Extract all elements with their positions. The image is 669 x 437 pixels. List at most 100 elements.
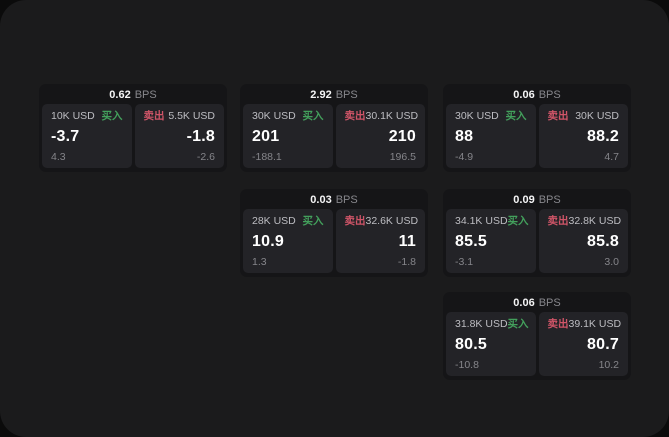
sell-panel[interactable]: 卖出 39.1K USD 80.7 10.2 [538, 312, 628, 376]
sell-side-tag: 卖出 [547, 215, 569, 227]
sell-side-tag: 卖出 [547, 318, 569, 330]
buy-panel-top: 31.8K USD 买入 [455, 318, 529, 330]
quote-panels: 31.8K USD 买入 80.5 -10.8 卖出 39.1K USD 80.… [446, 312, 628, 376]
buy-panel-top: 10K USD 买入 [51, 111, 123, 122]
quote-card: 2.92 BPS 30K USD 买入 201 -188.1 卖出 30.1K … [240, 84, 428, 172]
sell-panel[interactable]: 卖出 5.5K USD -1.8 -2.6 [134, 104, 224, 168]
bps-unit-label: BPS [335, 194, 358, 206]
card-header: 2.92 BPS [243, 86, 425, 104]
buy-side-tag: 买入 [507, 318, 529, 330]
buy-price: 10.9 [252, 232, 284, 250]
bps-value: 0.62 [109, 89, 131, 101]
sell-price: 210 [388, 127, 416, 145]
buy-panel-top: 30K USD 买入 [455, 111, 527, 122]
buy-amount: 34.1K USD [455, 215, 508, 227]
bps-value: 2.92 [310, 89, 332, 101]
sell-amount: 30.1K USD [365, 110, 419, 122]
buy-delta: -188.1 [252, 150, 282, 163]
buy-price: -3.7 [51, 127, 80, 145]
bps-unit-label: BPS [538, 89, 561, 101]
sell-amount: 30K USD [575, 110, 619, 122]
quote-panels: 30K USD 买入 201 -188.1 卖出 30.1K USD 210 1… [243, 104, 425, 168]
sell-panel-top: 卖出 30K USD [548, 111, 620, 122]
buy-amount: 30K USD [252, 110, 296, 122]
buy-panel[interactable]: 30K USD 买入 88 -4.9 [446, 104, 536, 168]
sell-delta: -1.8 [397, 255, 416, 268]
bps-value: 0.03 [310, 194, 332, 206]
buy-delta: -4.9 [455, 150, 474, 163]
sell-panel-top: 卖出 30.1K USD [344, 110, 419, 122]
sell-amount: 32.6K USD [365, 215, 419, 227]
sell-panel-top: 卖出 32.6K USD [344, 215, 419, 227]
buy-panel[interactable]: 28K USD 买入 10.9 1.3 [243, 209, 333, 273]
buy-panel[interactable]: 30K USD 买入 201 -188.1 [243, 104, 333, 168]
buy-delta: -10.8 [455, 358, 479, 371]
buy-price: 201 [252, 127, 280, 145]
quote-panels: 10K USD 买入 -3.7 4.3 卖出 5.5K USD -1.8 -2.… [42, 104, 224, 168]
sell-amount: 32.8K USD [568, 215, 622, 227]
card-header: 0.06 BPS [446, 86, 628, 104]
buy-amount: 31.8K USD [455, 318, 508, 330]
buy-panel-top: 30K USD 买入 [252, 111, 324, 122]
quote-panels: 34.1K USD 买入 85.5 -3.1 卖出 32.8K USD 85.8… [446, 209, 628, 273]
sell-panel[interactable]: 卖出 32.8K USD 85.8 3.0 [538, 209, 628, 273]
sell-side-tag: 卖出 [547, 110, 569, 122]
bps-unit-label: BPS [335, 89, 358, 101]
sell-delta: 4.7 [604, 150, 619, 163]
buy-delta: -3.1 [455, 255, 474, 268]
buy-side-tag: 买入 [302, 110, 324, 122]
buy-side-tag: 买入 [505, 110, 527, 122]
quote-card: 0.06 BPS 31.8K USD 买入 80.5 -10.8 卖出 39.1… [443, 292, 631, 380]
buy-side-tag: 买入 [507, 215, 529, 227]
card-header: 0.03 BPS [243, 191, 425, 209]
buy-panel[interactable]: 34.1K USD 买入 85.5 -3.1 [446, 209, 536, 273]
buy-panel[interactable]: 10K USD 买入 -3.7 4.3 [42, 104, 132, 168]
quote-card: 0.09 BPS 34.1K USD 买入 85.5 -3.1 卖出 32.8K… [443, 189, 631, 277]
sell-panel-top: 卖出 32.8K USD [547, 215, 622, 227]
sell-price: 11 [398, 232, 416, 250]
bps-value: 0.06 [513, 89, 535, 101]
quote-card: 0.62 BPS 10K USD 买入 -3.7 4.3 卖出 5.5K USD… [39, 84, 227, 172]
bps-unit-label: BPS [538, 297, 561, 309]
sell-panel-top: 卖出 5.5K USD [144, 111, 216, 122]
quote-panels: 28K USD 买入 10.9 1.3 卖出 32.6K USD 11 -1.8 [243, 209, 425, 273]
buy-delta: 1.3 [252, 255, 267, 268]
sell-panel-top: 卖出 39.1K USD [547, 318, 622, 330]
sell-side-tag: 卖出 [344, 215, 366, 227]
sell-price: 85.8 [587, 232, 619, 250]
sell-panel[interactable]: 卖出 30K USD 88.2 4.7 [538, 104, 628, 168]
sell-amount: 39.1K USD [568, 318, 622, 330]
sell-price: 88.2 [587, 127, 619, 145]
quote-card: 0.03 BPS 28K USD 买入 10.9 1.3 卖出 32.6K US… [240, 189, 428, 277]
sell-side-tag: 卖出 [344, 110, 366, 122]
sell-panel[interactable]: 卖出 30.1K USD 210 196.5 [335, 104, 425, 168]
bps-unit-label: BPS [134, 89, 157, 101]
card-header: 0.09 BPS [446, 191, 628, 209]
sell-delta: 3.0 [604, 255, 619, 268]
bps-unit-label: BPS [538, 194, 561, 206]
sell-amount: 5.5K USD [168, 110, 215, 122]
sell-side-tag: 卖出 [143, 110, 165, 122]
buy-panel[interactable]: 31.8K USD 买入 80.5 -10.8 [446, 312, 536, 376]
quote-card: 0.06 BPS 30K USD 买入 88 -4.9 卖出 30K USD 8… [443, 84, 631, 172]
sell-price: -1.8 [186, 127, 215, 145]
card-header: 0.06 BPS [446, 294, 628, 312]
buy-panel-top: 34.1K USD 买入 [455, 215, 529, 227]
sell-panel[interactable]: 卖出 32.6K USD 11 -1.8 [335, 209, 425, 273]
buy-delta: 4.3 [51, 150, 66, 163]
buy-amount: 28K USD [252, 215, 296, 227]
buy-amount: 30K USD [455, 110, 499, 122]
sell-delta: 196.5 [389, 150, 416, 163]
bps-value: 0.06 [513, 297, 535, 309]
buy-side-tag: 买入 [101, 110, 123, 122]
card-header: 0.62 BPS [42, 86, 224, 104]
sell-price: 80.7 [587, 335, 619, 353]
sell-delta: 10.2 [598, 358, 619, 371]
sell-delta: -2.6 [196, 150, 215, 163]
bps-value: 0.09 [513, 194, 535, 206]
buy-panel-top: 28K USD 买入 [252, 216, 324, 227]
buy-price: 88 [455, 127, 474, 145]
buy-price: 85.5 [455, 232, 487, 250]
buy-side-tag: 买入 [302, 215, 324, 227]
